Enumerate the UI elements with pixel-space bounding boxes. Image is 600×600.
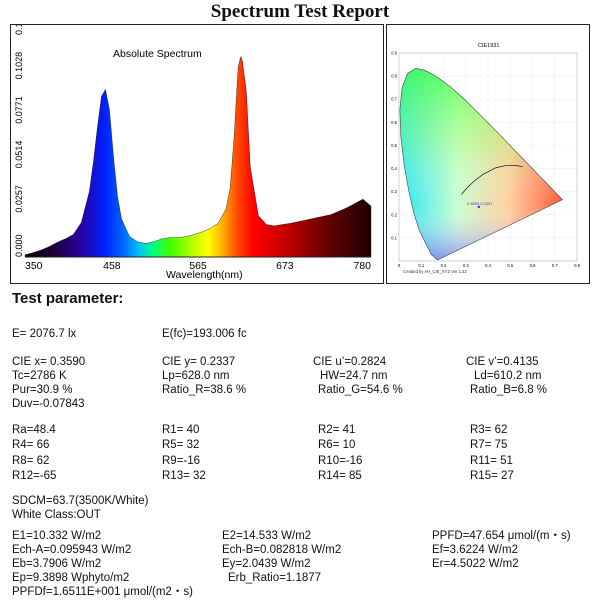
spectrum-x-tick: 458	[103, 260, 121, 272]
param-ey: Ey=2.0439 W/m2	[222, 558, 311, 570]
param-ppfdf: PPFDf=1.6511E+001 μmol/(m2・s)	[12, 586, 193, 598]
cie-x-tick: 0.3	[463, 263, 469, 268]
param-ra: Ra=48.4	[12, 424, 56, 436]
param-cie-v: CIE v’=0.4135	[466, 356, 539, 368]
param-r1: R1= 40	[162, 424, 200, 436]
cie-y-tick: 0.8	[391, 74, 397, 79]
cie-y-tick: 0.3	[391, 189, 397, 194]
param-ratio-b: Ratio_B=6.8 %	[470, 384, 548, 396]
param-r3: R3= 62	[470, 424, 508, 436]
param-ppfd: PPFD=47.654 μmol/(m・s)	[432, 530, 571, 542]
cie-x-tick: 0	[398, 263, 401, 268]
cie-x-tick: 0.5	[507, 263, 513, 268]
param-duv: Duv=-0.07843	[12, 398, 85, 410]
param-pur: Pur=30.9 %	[12, 384, 73, 396]
param-illuminance-fc: E(fc)=193.006 fc	[162, 328, 247, 340]
param-r14: R14= 85	[318, 470, 362, 482]
param-e2: E2=14.533 W/m2	[222, 530, 312, 542]
cie-x-tick: 0.2	[441, 263, 447, 268]
cie-x-tick: 0.1	[418, 263, 424, 268]
param-r6: R6= 10	[318, 439, 356, 451]
param-hw: HW=24.7 nm	[320, 370, 388, 382]
spectrum-y-tick: 0.0771	[14, 96, 24, 124]
param-lp: Lp=628.0 nm	[162, 370, 230, 382]
param-r2: R2= 41	[318, 424, 356, 436]
cie-measured-point	[477, 205, 481, 209]
param-r15: R15= 27	[470, 470, 514, 482]
spectrum-xlabel: Wavelength(nm)	[166, 269, 243, 281]
param-ratio-g: Ratio_G=54.6 %	[318, 384, 403, 396]
spectrum-y-tick: 0.0257	[14, 185, 24, 213]
spectrum-y-tick: 0.000	[14, 234, 24, 257]
param-cie-x: CIE x= 0.3590	[12, 356, 86, 368]
param-er: Er=4.5022 W/m2	[432, 558, 519, 570]
param-r12: R12=-65	[12, 470, 57, 482]
cie-y-tick: 0.4	[391, 166, 397, 171]
cie-y-tick: 0.9	[391, 51, 397, 56]
spectrum-title: Absolute Spectrum	[113, 48, 202, 60]
cie-y-tick: 0.5	[391, 143, 397, 148]
param-r10: R10=-16	[318, 455, 363, 467]
param-r8: R8= 62	[12, 455, 50, 467]
spectrum-x-tick: 673	[276, 260, 294, 272]
param-ech-b: Ech-B=0.082818 W/m2	[222, 544, 342, 556]
param-cie-y: CIE y= 0.2337	[162, 356, 236, 368]
cie-title: CIE1931	[478, 43, 499, 49]
param-ld: Ld=610.2 nm	[474, 370, 542, 382]
param-illuminance: E= 2076.7 lx	[12, 328, 77, 340]
spectrum-x-tick: 780	[353, 260, 371, 272]
spectrum-y-tick: 0.1285	[14, 25, 24, 35]
param-r9: R9=-16	[162, 455, 201, 467]
param-erb-ratio: Erb_Ratio=1.1877	[228, 572, 322, 584]
test-parameter-heading: Test parameter:	[12, 290, 124, 307]
spectrum-y-tick: 0.0514	[14, 141, 24, 169]
param-r7: R7= 75	[470, 439, 508, 451]
param-r11: R11= 51	[470, 455, 513, 467]
report-title: Spectrum Test Report	[210, 1, 390, 22]
cie-footer: Created by AH_CIE_XYZ Ver 1.22	[403, 269, 467, 274]
cie1931-chart: CIE1931 0 0.1 0.2 0.3 0.4 0.5 0.6 0.7 0.8 0.1 0.2 0…	[391, 43, 580, 274]
spectrum-x-tick: 350	[25, 260, 43, 272]
spectrum-area	[24, 55, 372, 258]
spectrum-y-tick: 0.1028	[14, 52, 24, 80]
param-r5: R5= 32	[162, 439, 200, 451]
cie-x-tick: 0.7	[552, 263, 558, 268]
param-tc: Tc=2786 K	[12, 370, 67, 382]
cie1931-panel: CIE1931 0 0.1 0.2 0.3 0.4 0.5 0.6 0.7 0.8 0.1 0.2 0…	[386, 24, 590, 284]
spectrum-x-tick: 565	[189, 260, 207, 272]
cie-y-tick: 0.7	[391, 97, 397, 102]
cie-y-tick: 0.1	[391, 235, 397, 240]
param-e1: E1=10.332 W/m2	[12, 530, 102, 542]
param-ef: Ef=3.6224 W/m2	[432, 544, 518, 556]
param-ratio-r: Ratio_R=38.6 %	[162, 384, 247, 396]
param-r13: R13= 32	[162, 470, 206, 482]
cie-y-tick: 0.6	[391, 120, 397, 125]
absolute-spectrum-chart: 350 458 565 673 780 0.000 0.0257 0.0514 0.0771 0…	[14, 7, 372, 281]
cie-spectral-locus	[399, 67, 563, 261]
cie-point-label: 0.3590,0.2337	[467, 201, 493, 206]
cie-x-tick: 0.6	[530, 263, 536, 268]
param-cie-u: CIE u’=0.2824	[313, 356, 387, 368]
cie-x-tick: 0.8	[574, 263, 580, 268]
absolute-spectrum-panel: 350 458 565 673 780 0.000 0.0257 0.0514 0.0771 0…	[10, 7, 384, 284]
cie-y-tick: 0.2	[391, 212, 397, 217]
param-ep: Ep=9.3898 Wphyto/m2	[12, 572, 130, 584]
param-ech-a: Ech-A=0.095943 W/m2	[12, 544, 132, 556]
cie-x-tick: 0.4	[485, 263, 491, 268]
param-r4: R4= 66	[12, 439, 50, 451]
param-white-class: White Class:OUT	[12, 509, 101, 521]
cie-planckian-locus	[461, 165, 523, 195]
param-sdcm: SDCM=63.7(3500K/White)	[12, 495, 149, 507]
param-eb: Eb=3.7906 W/m2	[12, 558, 102, 570]
